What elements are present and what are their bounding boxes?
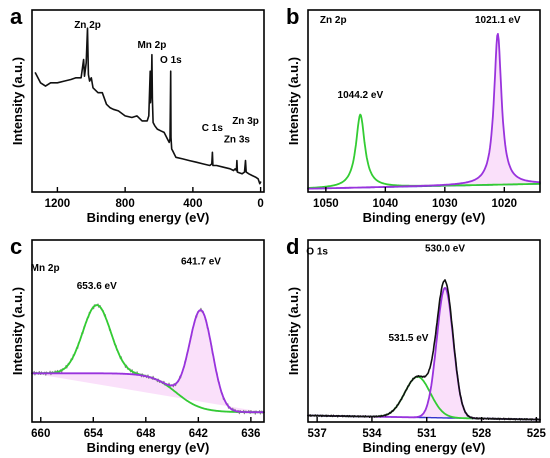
panel-a-annotation: Zn 3p [232, 116, 259, 127]
panel-letter-a: a [10, 4, 23, 29]
panel-a-xtick-label: 800 [116, 198, 135, 210]
panel-a-annotation: C 1s [202, 123, 224, 134]
panel-c-peak-2 [31, 309, 265, 414]
panel-d: d 537 534 531 528 525 O 1s 530.0 eV 531.5 eV B… [286, 234, 547, 455]
panel-a-annotations: Zn 2p Mn 2p O 1s C 1s Zn 3p Zn 3s [74, 20, 259, 145]
panel-d-xtick-label: 534 [362, 428, 382, 440]
panel-c-xtick-label: 648 [136, 428, 156, 440]
panel-c-xtick-label: 642 [189, 428, 208, 440]
panel-d-frame [307, 239, 541, 423]
panel-b-peak-fill [308, 33, 540, 189]
panel-a-xtick-label: 1200 [45, 198, 71, 210]
panel-b-series [307, 33, 541, 190]
panel-a-xlabel: Binding energy (eV) [87, 210, 210, 225]
panel-b-ylabel: Intensity (a.u.) [286, 57, 301, 145]
panel-b: b 1050 1040 1030 1020 Zn 2p 1021.1 eV 1044.2 … [286, 4, 541, 225]
panel-a-annotation: Zn 2p [74, 20, 101, 31]
panel-b-xtick-label: 1050 [313, 198, 339, 210]
panel-a-series [34, 27, 262, 185]
panel-d-annotation: O 1s [306, 247, 328, 258]
panel-c-annotation: 641.7 eV [181, 256, 221, 267]
panel-b-annotation: 1044.2 eV [338, 90, 384, 101]
panel-a-annotation: Zn 3s [224, 134, 251, 145]
panel-c-ylabel: Intensity (a.u.) [10, 287, 25, 375]
panel-d-annotation: 530.0 eV [425, 243, 465, 254]
panel-b-xtick-label: 1020 [492, 198, 518, 210]
panel-c-peak-1 [31, 304, 265, 414]
panel-d-xtick-label: 525 [527, 428, 547, 440]
panel-b-annotation: Zn 2p [320, 15, 347, 26]
panel-c-annotation: Mn 2p [31, 263, 60, 274]
panel-d-xtick-label: 531 [417, 428, 437, 440]
panel-d-xtick-label: 537 [308, 428, 327, 440]
panel-b-annotations: Zn 2p 1021.1 eV 1044.2 eV [320, 15, 521, 101]
panel-c-frame [31, 239, 265, 423]
panel-d-ylabel: Intensity (a.u.) [286, 287, 301, 375]
panel-c-annotations: Mn 2p 653.6 eV 641.7 eV [31, 256, 222, 291]
panel-b-ticks: 1050 1040 1030 1020 [313, 187, 517, 210]
panel-d-peak-fill [308, 287, 540, 420]
panel-letter-c: c [10, 234, 22, 259]
panel-d-series [307, 279, 541, 421]
panel-a-annotation: O 1s [160, 55, 182, 66]
panel-c-ticks: 660 654 648 642 636 [31, 417, 260, 440]
panel-c-xtick-label: 636 [241, 428, 260, 440]
panel-a-ticks: 1200 800 400 0 [45, 187, 264, 210]
panel-a-xtick-label: 0 [257, 198, 263, 210]
panel-letter-b: b [286, 4, 299, 29]
panel-a-frame [31, 9, 265, 193]
panel-d-annotation: 531.5 eV [388, 333, 428, 344]
panel-d-xlabel: Binding energy (eV) [363, 440, 486, 455]
panel-b-annotation: 1021.1 eV [475, 15, 521, 26]
panel-c-series [31, 303, 265, 415]
panel-c-raw-line [31, 303, 265, 415]
panel-b-xtick-label: 1030 [432, 198, 458, 210]
panel-d-envelope-line [307, 279, 541, 421]
panel-b-xtick-label: 1040 [373, 198, 399, 210]
panel-d-peak-2 [307, 287, 541, 421]
panel-b-peak-2 [307, 33, 541, 190]
panel-c-annotation: 653.6 eV [77, 281, 117, 292]
panel-d-annotations: O 1s 530.0 eV 531.5 eV [306, 243, 465, 343]
panel-letter-d: d [286, 234, 299, 259]
panel-a-ylabel: Intensity (a.u.) [10, 57, 25, 145]
panel-a-survey-line [34, 27, 262, 185]
panel-c-peak-fill [32, 310, 264, 413]
panel-d-xtick-label: 528 [472, 428, 492, 440]
panel-a-xtick-label: 400 [183, 198, 202, 210]
panel-a-annotation: Mn 2p [137, 40, 166, 51]
panel-c-xlabel: Binding energy (eV) [87, 440, 210, 455]
panel-b-frame [307, 9, 541, 193]
panel-c-xtick-label: 654 [84, 428, 104, 440]
panel-b-xlabel: Binding energy (eV) [363, 210, 486, 225]
panel-d-ticks: 537 534 531 528 525 [308, 417, 547, 440]
panel-c-xtick-label: 660 [31, 428, 50, 440]
